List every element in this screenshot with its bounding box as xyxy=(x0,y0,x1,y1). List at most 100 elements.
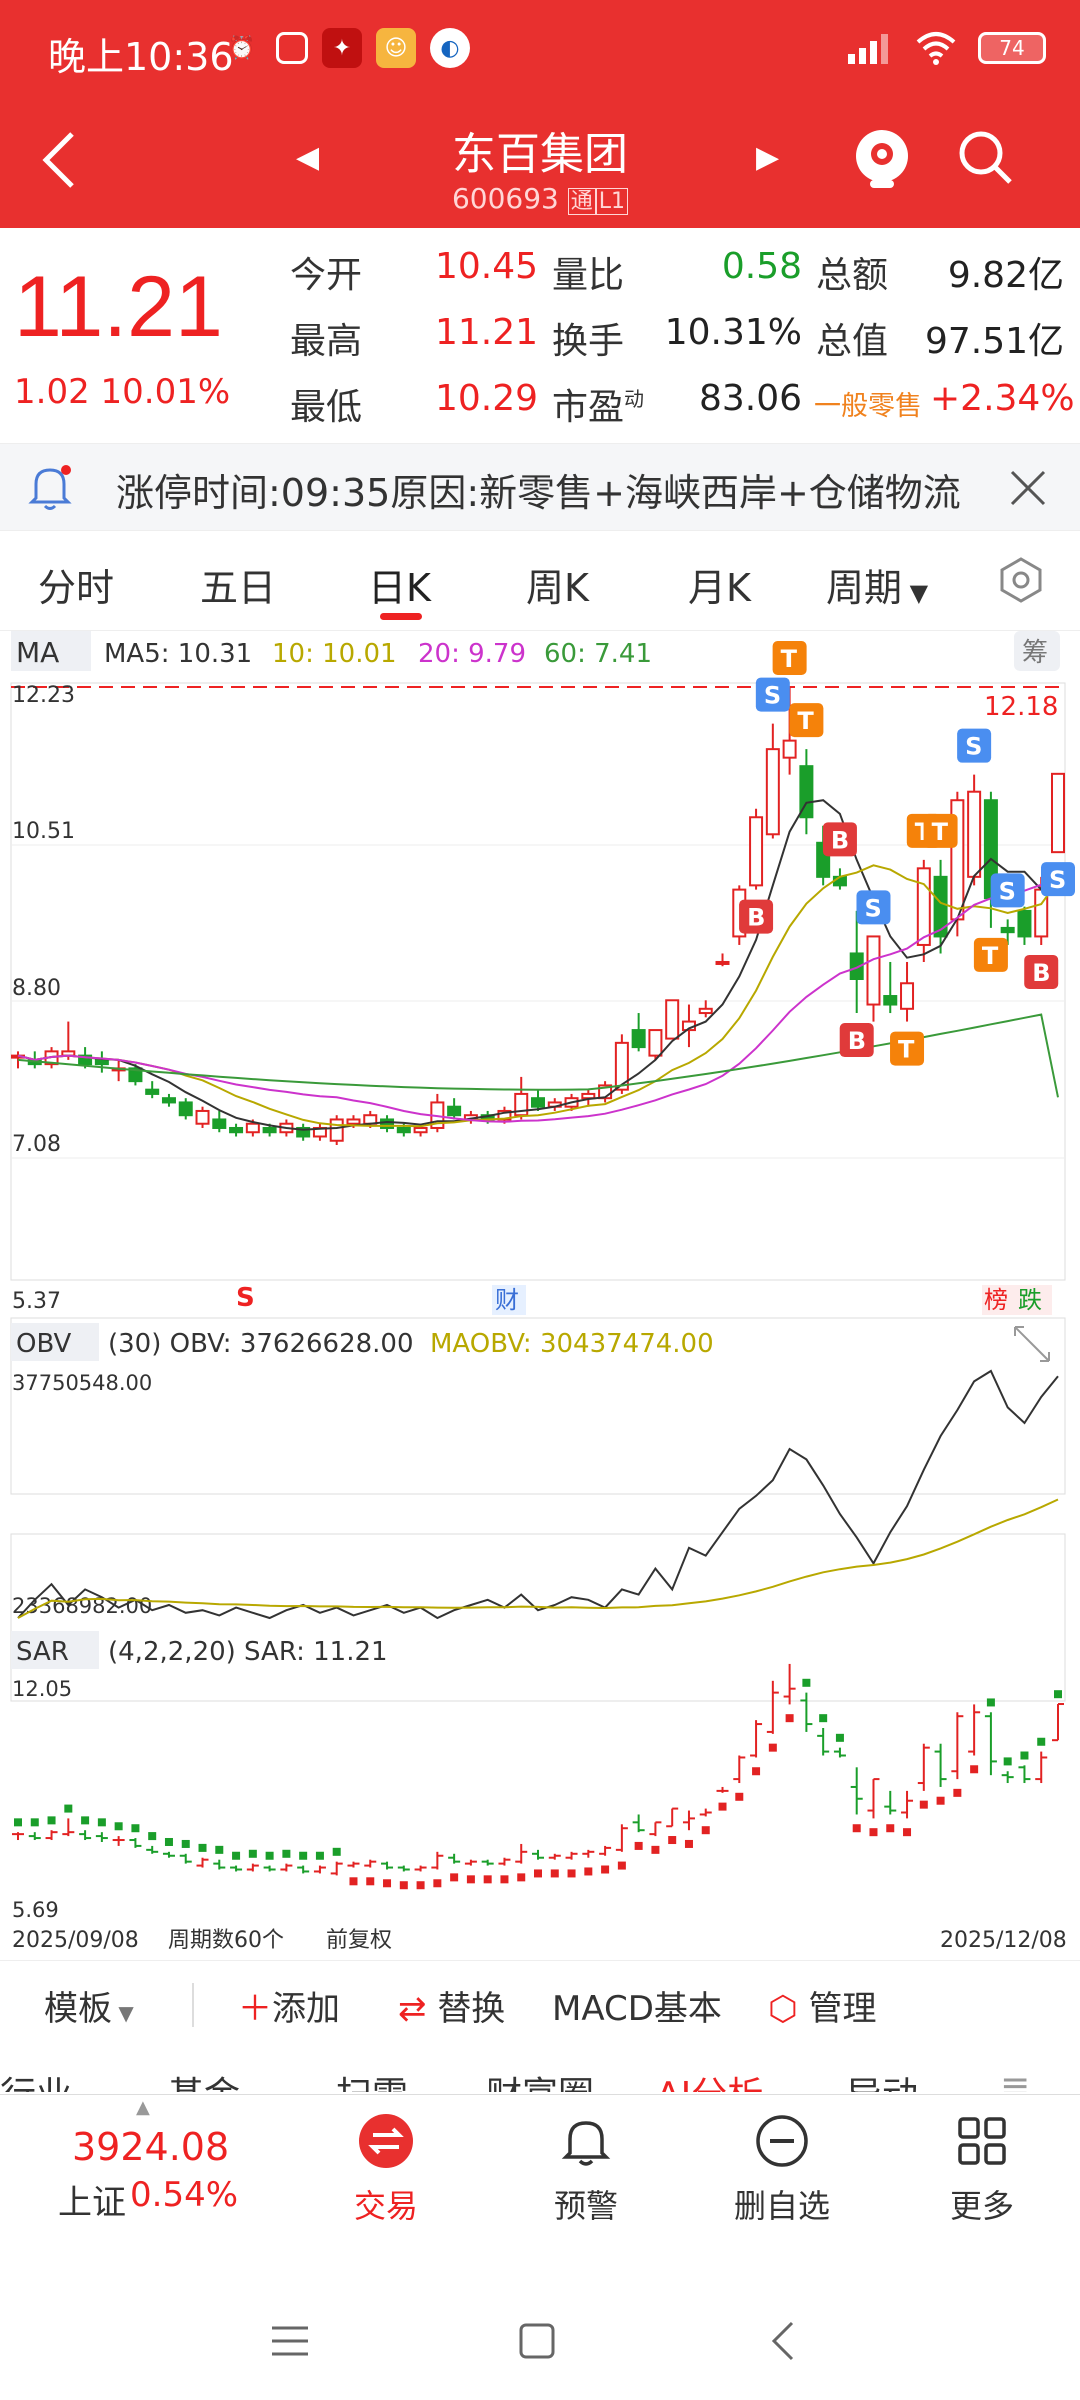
subtab-minesweep[interactable]: 扫雷 xyxy=(336,2066,408,2092)
signal-label: S xyxy=(965,733,982,761)
next-stock-button[interactable]: ▶ xyxy=(756,140,780,175)
candle-body xyxy=(832,875,847,887)
prev-stock-button[interactable]: ◀ xyxy=(296,140,320,175)
sar-label[interactable]: SAR xyxy=(16,1637,69,1667)
nav-alert[interactable]: 预警 xyxy=(506,2113,666,2227)
signal-label: S xyxy=(1049,866,1066,894)
obv-axis-max: 37750548.00 xyxy=(12,1371,152,1395)
limit-up-notice[interactable]: 涨停时间:09:35原因:新零售+海峡西岸+仓储物流 xyxy=(0,443,1080,531)
subtab-wealth[interactable]: 财富圈 xyxy=(486,2066,594,2092)
sar-dot xyxy=(47,1816,56,1825)
add-indicator-button[interactable]: ＋添加 xyxy=(238,1981,340,2030)
settings-hexagon-icon[interactable] xyxy=(996,555,1046,605)
stock-code-text: 600693 xyxy=(451,182,559,215)
price-axis-2: 10.51 xyxy=(12,819,75,844)
tab-weekly-k[interactable]: 周K xyxy=(526,566,589,610)
nav-trade[interactable]: 交易 xyxy=(306,2113,466,2227)
price-axis-3: 8.80 xyxy=(12,976,61,1001)
sar-dot xyxy=(383,1879,392,1888)
mascot-button[interactable] xyxy=(852,124,912,194)
ma5-value: MA5: 10.31 xyxy=(104,639,252,669)
sar-dot xyxy=(919,1800,928,1809)
candle-body xyxy=(749,816,764,887)
change-percent: 10.01% xyxy=(100,372,231,412)
sar-dot xyxy=(668,1836,677,1845)
sar-dot xyxy=(332,1847,341,1856)
sar-dot xyxy=(852,1824,861,1833)
replace-indicator-button[interactable]: ⇄ 替换 xyxy=(398,1981,505,2030)
chip-button-bg xyxy=(1014,631,1060,671)
nav-remove-watchlist[interactable]: 删自选 xyxy=(702,2113,862,2227)
signal-icon xyxy=(848,34,888,64)
manage-button[interactable]: ⬡ 管理 xyxy=(768,1981,877,2030)
connect-badge: 通 xyxy=(567,188,596,215)
back-button[interactable] xyxy=(40,130,80,201)
candle-body xyxy=(715,960,730,965)
drop-marker[interactable]: 跌 xyxy=(1018,1286,1042,1314)
tab-period[interactable]: 周期 ▼ xyxy=(826,557,928,612)
alarm-icon: ⏰ xyxy=(228,35,256,61)
candle-body xyxy=(262,1126,277,1134)
nav-more[interactable]: 更多 xyxy=(902,2113,1062,2227)
tab-monthly-k[interactable]: 月K xyxy=(688,566,751,610)
nfc-icon xyxy=(276,32,308,64)
kline-chart-area[interactable]: MA MA5: 10.31 10: 10.01 20: 9.79 60: 7.4… xyxy=(0,631,1080,1960)
sar-dot xyxy=(97,1818,106,1827)
candle-body xyxy=(866,935,881,1006)
menu-icon[interactable] xyxy=(270,2324,310,2358)
amount-value: 9.82亿 xyxy=(947,255,1064,296)
close-icon[interactable] xyxy=(1008,468,1048,508)
subtab-fund[interactable]: 基金 xyxy=(168,2066,240,2092)
expand-icon[interactable] xyxy=(1014,1326,1050,1362)
index-name: 上证 xyxy=(58,2183,126,2223)
finance-marker[interactable]: 财 xyxy=(495,1286,519,1314)
more-icon[interactable]: ≡ xyxy=(1000,2066,1031,2092)
sar-dot xyxy=(265,1851,274,1860)
status-time: 晚上10:36 xyxy=(48,35,234,79)
candle-body xyxy=(229,1126,244,1134)
adjust-type: 前复权 xyxy=(326,1928,392,1953)
sar-dot xyxy=(534,1869,542,1878)
caret-down-icon: ▼ xyxy=(112,2001,134,2025)
add-label: 添加 xyxy=(272,1989,340,2029)
search-button[interactable] xyxy=(956,128,1016,192)
mktcap-value: 97.51亿 xyxy=(924,321,1064,362)
template-label: 模板 xyxy=(44,1989,112,2029)
sar-dot xyxy=(785,1714,794,1723)
turnover-value: 10.31% xyxy=(664,312,802,353)
sar-axis-max: 12.05 xyxy=(12,1677,72,1701)
obv-label[interactable]: OBV xyxy=(16,1329,72,1359)
battery-icon: 74 xyxy=(978,32,1046,64)
signal-badge xyxy=(973,937,1008,972)
date-end: 2025/12/08 xyxy=(940,1928,1067,1953)
macd-button[interactable]: MACD基本 xyxy=(552,1989,722,2029)
subtab-movement[interactable]: 异动 xyxy=(846,2066,918,2092)
back-icon[interactable] xyxy=(770,2320,796,2362)
signal-badge xyxy=(789,703,824,738)
replace-label: 替换 xyxy=(437,1989,506,2029)
template-button[interactable]: 模板 ▼ xyxy=(44,1981,134,2030)
kline-chart[interactable]: MA MA5: 10.31 10: 10.01 20: 9.79 60: 7.4… xyxy=(0,631,1080,1960)
industry-link[interactable]: 一般零售 xyxy=(814,391,922,422)
ma60-value: 60: 7.41 xyxy=(544,639,652,669)
price-axis-4: 7.08 xyxy=(12,1132,61,1157)
rank-marker[interactable]: 榜 xyxy=(984,1286,1008,1314)
subtab-industry[interactable]: 行业 xyxy=(0,2066,72,2092)
pe-sup: 动 xyxy=(624,387,645,411)
chip-button[interactable]: 筹 xyxy=(1022,638,1048,668)
tab-intraday[interactable]: 分时 xyxy=(38,566,115,610)
sar-dot xyxy=(433,1879,442,1888)
tab-daily-k[interactable]: 日K xyxy=(368,566,431,610)
ma-label[interactable]: MA xyxy=(16,636,59,669)
signal-label: B xyxy=(747,904,765,932)
sar-dot xyxy=(1003,1757,1012,1766)
subtab-ai[interactable]: AI分析 xyxy=(656,2066,763,2092)
bell-icon xyxy=(561,2121,611,2166)
sar-dot xyxy=(1054,1690,1062,1699)
tab-five-day[interactable]: 五日 xyxy=(200,566,277,610)
home-icon[interactable] xyxy=(518,2322,556,2360)
candle-body xyxy=(245,1122,260,1134)
index-ticker[interactable]: ▲ 3924.08 上证 0.54% xyxy=(0,2095,290,2235)
bell-icon xyxy=(28,465,72,510)
ma10-line xyxy=(17,864,1059,1128)
